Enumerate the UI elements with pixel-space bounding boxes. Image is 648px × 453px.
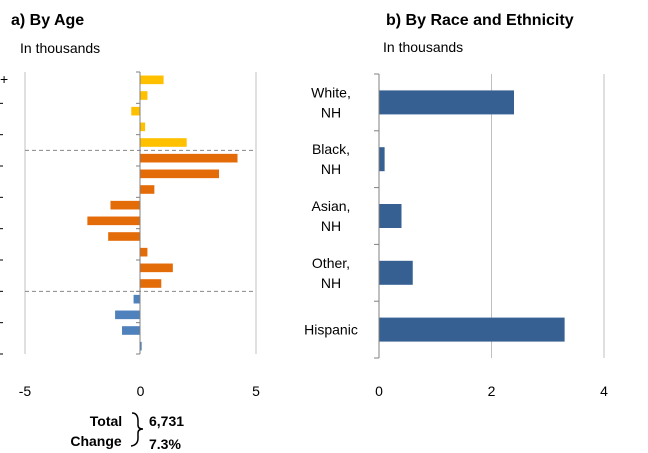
chart-a-bar <box>131 106 141 116</box>
chart-a-bar <box>122 326 141 335</box>
chart-a-bar <box>140 153 238 163</box>
chart-a-bar <box>110 200 141 210</box>
chart-b-y-axis <box>374 73 380 359</box>
total-label-line2: Change <box>70 433 122 449</box>
chart-b-category-label: Black, NH <box>312 141 350 177</box>
chart-a-bar <box>140 279 162 288</box>
chart-b-subtitle: In thousands <box>383 39 463 55</box>
chart-b-category-label: White, NH <box>311 84 351 120</box>
chart-a-bar <box>140 91 148 100</box>
chart-a-truncated-tick-label: + <box>0 71 8 87</box>
chart-a-x-tick-label: -5 <box>19 383 32 399</box>
total-change-annotation: Total Change 6,731 7.3% <box>70 412 184 452</box>
chart-a-title: a) By Age <box>11 12 84 29</box>
chart-a-bar <box>140 341 142 351</box>
chart-b-bar <box>379 317 565 342</box>
chart-a-bar <box>87 216 141 226</box>
chart-b-gridlines <box>491 74 605 358</box>
total-percent: 7.3% <box>149 436 181 452</box>
panel-by-age: a) By Age In thousands + -5 0 5 <box>0 12 260 399</box>
chart-a-bar <box>140 122 146 132</box>
chart-b-bar <box>379 260 413 285</box>
chart-a-bar <box>133 294 141 304</box>
chart-a-y-axis <box>0 71 141 355</box>
chart-b-bar <box>379 147 385 172</box>
chart-a-bar <box>140 263 173 273</box>
chart-a-bar <box>115 310 141 320</box>
chart-b-x-ticks: 0 2 4 <box>375 383 608 399</box>
chart-a-bar <box>140 169 220 179</box>
chart-b-category-label: Other, NH <box>312 255 350 291</box>
chart-a-bar <box>140 247 148 257</box>
total-value: 6,731 <box>149 413 184 429</box>
chart-a-bar <box>140 75 164 85</box>
chart-a-bar <box>140 138 187 147</box>
chart-a-bar <box>108 232 141 241</box>
panel-by-race-ethnicity: b) By Race and Ethnicity In thousands Wh… <box>304 12 608 399</box>
chart-a-subtitle: In thousands <box>20 40 100 56</box>
chart-b-title: b) By Race and Ethnicity <box>386 12 574 29</box>
total-label-line1: Total <box>90 413 122 429</box>
chart-a-x-tick-label: 5 <box>252 383 260 399</box>
chart-b-category-label: Hispanic <box>304 322 358 338</box>
chart-b-x-tick-label: 0 <box>375 383 383 399</box>
chart-b-category-labels: White, NH Black, NH Asian, NH Other, NH Hispanic <box>304 84 358 337</box>
chart-b-x-tick-label: 4 <box>600 383 608 399</box>
chart-a-x-ticks: -5 0 5 <box>19 383 260 399</box>
chart-a-bar <box>140 185 155 194</box>
brace-icon <box>130 412 144 447</box>
chart-b-x-tick-label: 2 <box>488 383 496 399</box>
chart-b-category-label: Asian, NH <box>312 198 351 234</box>
chart-a-x-tick-label: 0 <box>137 383 145 399</box>
chart-b-bars <box>379 90 565 342</box>
chart-a-bars <box>87 75 238 351</box>
chart-b-bar <box>379 204 402 228</box>
chart-b-bar <box>379 90 514 115</box>
